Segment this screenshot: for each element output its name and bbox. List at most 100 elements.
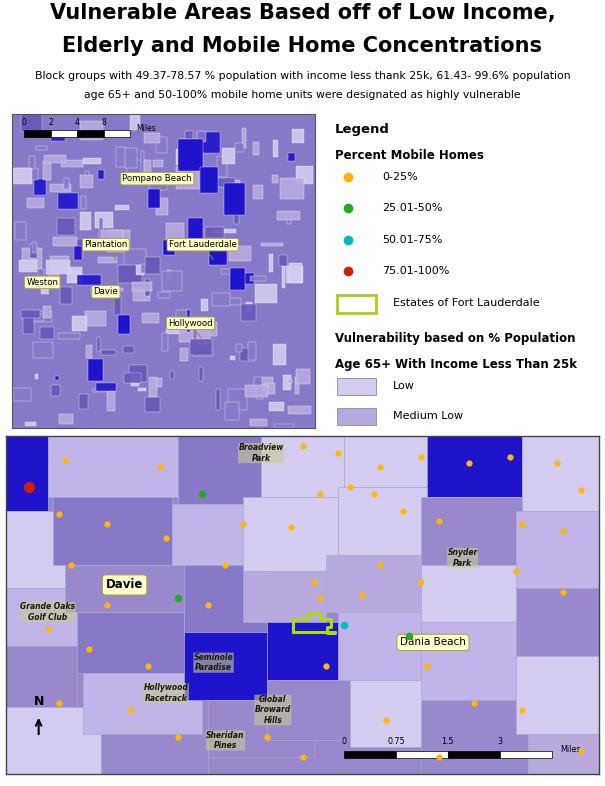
Text: 75.01-100%: 75.01-100% <box>382 266 450 276</box>
Text: 8: 8 <box>101 118 106 127</box>
Bar <box>208 700 315 758</box>
Bar <box>77 130 103 137</box>
Bar <box>185 131 192 145</box>
Bar <box>225 402 239 420</box>
Bar <box>22 248 42 270</box>
Bar <box>246 302 252 313</box>
Bar <box>178 139 203 171</box>
Text: Medium: Medium <box>393 441 438 450</box>
Bar <box>522 436 599 511</box>
Bar <box>33 343 53 358</box>
Bar <box>186 310 190 332</box>
Text: Miles: Miles <box>136 124 156 134</box>
Text: Plantation: Plantation <box>84 241 128 259</box>
Bar <box>24 313 34 333</box>
Bar <box>126 160 148 179</box>
Bar <box>48 436 178 497</box>
Bar <box>13 168 32 184</box>
Bar <box>51 138 65 141</box>
Bar <box>250 420 267 426</box>
Bar <box>142 313 159 323</box>
Bar <box>35 374 38 380</box>
Bar <box>50 184 71 193</box>
Bar <box>114 295 122 315</box>
Text: Fort Lauderdale: Fort Lauderdale <box>169 241 237 259</box>
Bar <box>219 299 241 305</box>
Bar <box>115 205 129 210</box>
Bar <box>86 344 92 358</box>
Bar <box>248 342 257 360</box>
Bar <box>166 328 185 334</box>
Bar <box>64 178 69 189</box>
Bar <box>201 299 208 311</box>
Bar <box>51 385 60 395</box>
Bar <box>145 280 150 296</box>
Bar <box>209 240 227 265</box>
Bar <box>48 273 59 277</box>
Text: Low: Low <box>393 381 415 391</box>
Bar <box>73 316 87 331</box>
Bar <box>132 282 151 291</box>
Bar <box>448 751 500 758</box>
Bar <box>59 414 73 424</box>
Bar <box>421 700 528 774</box>
Bar <box>265 383 275 394</box>
Bar <box>83 673 201 733</box>
Bar <box>114 288 123 291</box>
Bar <box>231 356 235 359</box>
Bar <box>221 180 240 183</box>
Bar <box>99 219 103 241</box>
Bar <box>38 270 44 277</box>
Bar <box>29 156 36 170</box>
Text: Estates of Fort Lauderdale: Estates of Fort Lauderdale <box>393 298 540 307</box>
Bar <box>256 387 263 399</box>
Bar <box>76 239 83 257</box>
Bar <box>500 751 552 758</box>
Bar <box>528 733 599 774</box>
Bar <box>421 497 528 564</box>
Bar <box>295 376 299 394</box>
Bar <box>15 222 27 241</box>
Bar <box>103 130 130 137</box>
Bar <box>53 497 172 564</box>
Bar <box>172 504 255 564</box>
Bar <box>166 223 183 244</box>
Bar <box>144 134 160 143</box>
Bar <box>180 347 188 361</box>
Text: 4: 4 <box>74 118 80 127</box>
Bar <box>131 376 139 386</box>
Bar <box>286 266 303 283</box>
Bar <box>124 248 146 267</box>
Bar <box>107 230 130 252</box>
Bar <box>125 148 137 168</box>
Text: 0: 0 <box>341 737 347 747</box>
Text: Hollywood
Racetrack: Hollywood Racetrack <box>144 683 189 703</box>
Bar <box>170 371 174 379</box>
Text: Vulnerability based on % Population: Vulnerability based on % Population <box>335 332 575 346</box>
Bar <box>15 168 38 180</box>
Bar <box>338 468 376 485</box>
Bar <box>338 408 376 425</box>
Bar <box>77 612 184 673</box>
Bar <box>197 323 211 344</box>
Bar <box>158 292 170 299</box>
Bar <box>41 280 49 294</box>
Bar <box>6 646 77 707</box>
Bar <box>129 365 146 382</box>
Bar <box>58 333 80 340</box>
Bar <box>190 339 212 355</box>
Bar <box>244 274 255 284</box>
Bar <box>156 138 168 152</box>
Bar <box>92 388 114 392</box>
Text: Weston: Weston <box>27 278 58 297</box>
Text: Medium High: Medium High <box>393 471 467 480</box>
Bar <box>180 139 201 149</box>
Bar <box>267 680 350 740</box>
Bar <box>33 314 45 321</box>
Bar <box>338 487 433 555</box>
Bar <box>350 680 480 747</box>
Bar <box>91 288 114 294</box>
Bar <box>193 351 213 356</box>
Bar <box>222 148 235 164</box>
Bar <box>289 263 302 284</box>
